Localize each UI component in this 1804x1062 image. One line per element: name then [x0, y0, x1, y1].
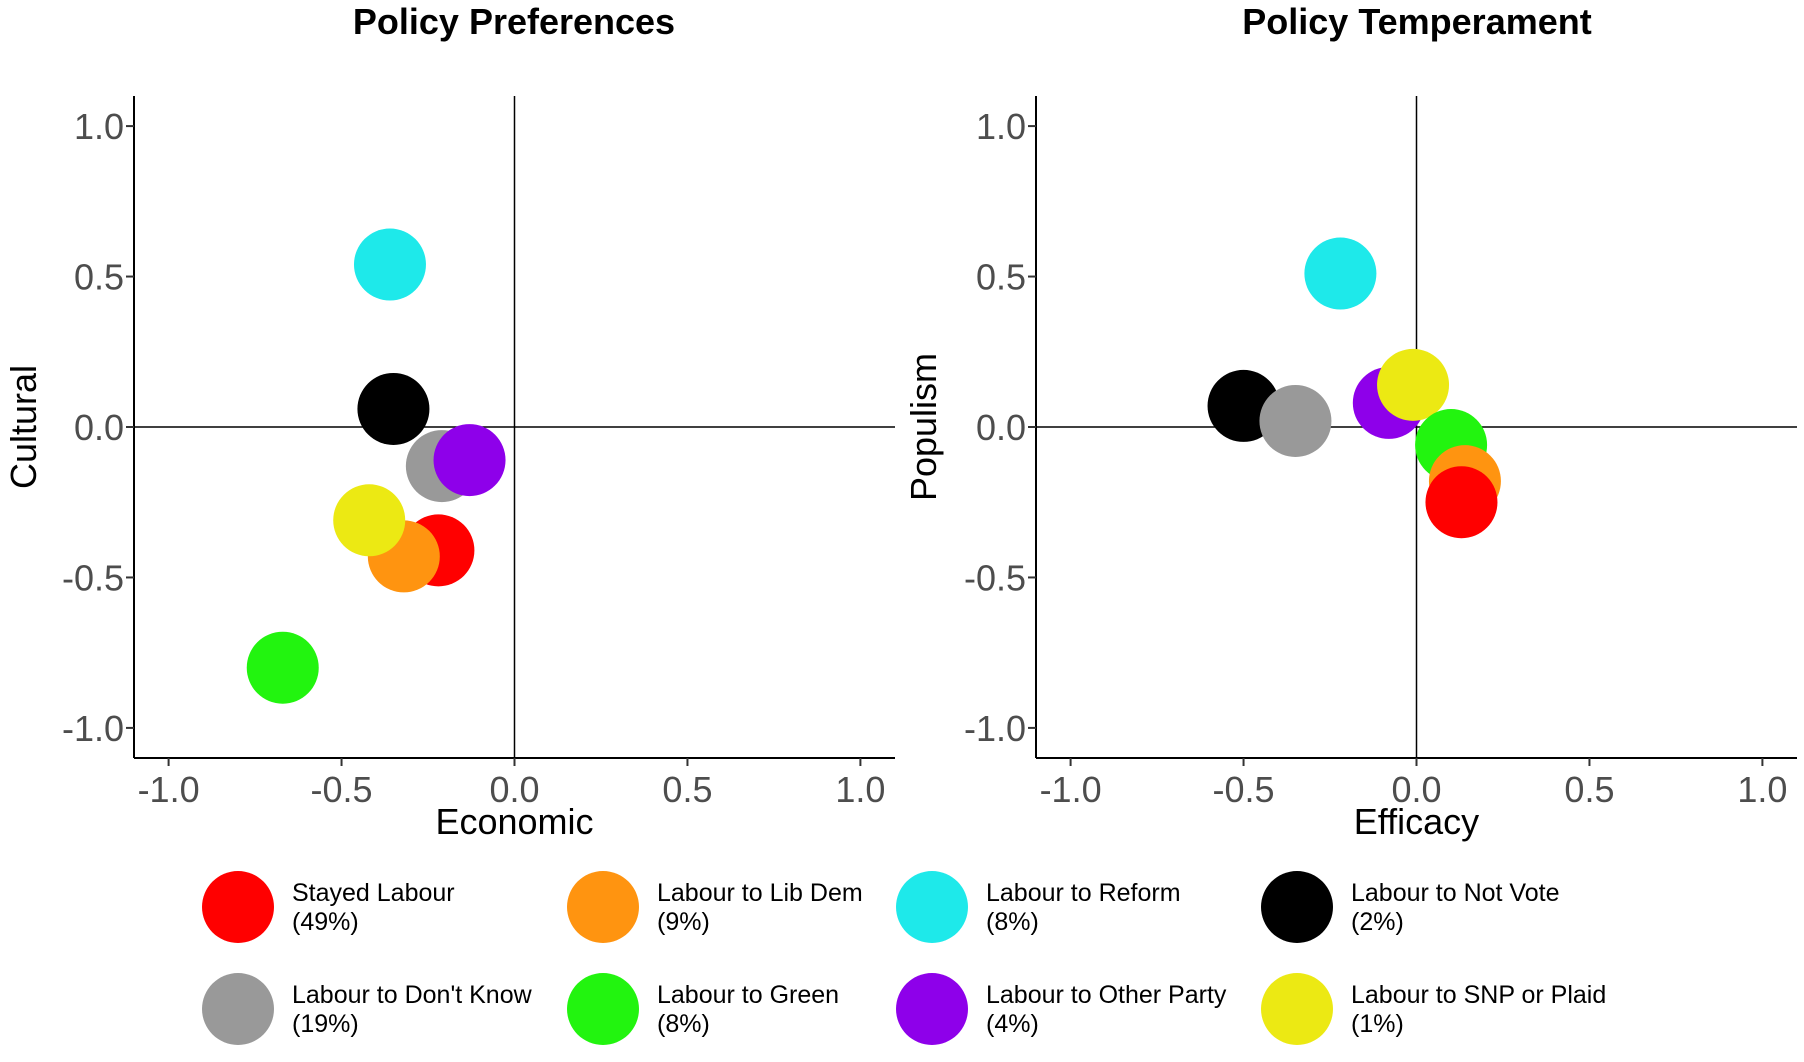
point-labour-to-green [246, 631, 319, 704]
legend-swatch [1261, 871, 1333, 943]
point-labour-to-snp-or-plaid [1377, 348, 1450, 421]
legend-item-labour-to-other-party: Labour to Other Party(4%) [896, 973, 1227, 1045]
y-tick-label: -0.5 [964, 557, 1026, 598]
x-axis-label: Efficacy [1354, 801, 1479, 842]
legend-share: (1%) [1351, 1010, 1404, 1038]
legend-swatch [202, 871, 274, 943]
legend-label: Labour to Not Vote [1351, 879, 1559, 907]
x-tick-label: 1.0 [835, 769, 885, 810]
x-tick-label: -0.5 [1213, 769, 1275, 810]
point-labour-to-reform [353, 228, 426, 301]
x-tick-label: -1.0 [1040, 769, 1102, 810]
legend-label: Labour to Lib Dem [657, 879, 863, 907]
y-tick-label: -1.0 [964, 708, 1026, 749]
x-tick-label: 0.5 [1564, 769, 1614, 810]
legend-share: (4%) [986, 1010, 1039, 1038]
point-labour-to-snp-or-plaid [333, 484, 406, 557]
y-axis-label: Populism [903, 353, 944, 501]
point-labour-to-reform [1304, 237, 1377, 310]
legend-share: (8%) [986, 908, 1039, 936]
chart-panel-policy-temperament: Policy Temperament -1.0 -0.5 0.0 0.5 1.0 1.0 0.… [903, 1, 1797, 842]
point-stayed-labour [1425, 466, 1498, 539]
legend-label: Labour to Reform [986, 879, 1181, 907]
legend-item-stayed-labour: Stayed Labour(49%) [202, 871, 455, 943]
legend-swatch [896, 973, 968, 1045]
x-tick-label: -1.0 [138, 769, 200, 810]
legend-item-labour-to-don-t-know: Labour to Don't Know(19%) [202, 973, 533, 1045]
legend-label: Labour to Green [657, 981, 839, 1009]
legend-share: (49%) [292, 908, 359, 936]
x-tick-label: -0.5 [311, 769, 373, 810]
point-labour-to-don-t-know [1259, 384, 1332, 457]
legend-label: Stayed Labour [292, 879, 455, 907]
legend-item-labour-to-green: Labour to Green(8%) [567, 973, 839, 1045]
legend-share: (2%) [1351, 908, 1404, 936]
chart-title: Policy Temperament [1242, 1, 1591, 42]
chart-title: Policy Preferences [353, 1, 675, 42]
x-tick-label: 0.0 [1391, 769, 1441, 810]
legend-item-labour-to-reform: Labour to Reform(8%) [896, 871, 1181, 943]
legend-swatch [567, 871, 639, 943]
y-tick-label: 1.0 [74, 106, 124, 147]
legend: Stayed Labour(49%)Labour to Lib Dem(9%)L… [202, 871, 1606, 1045]
y-tick-label: 0.5 [976, 257, 1026, 298]
y-tick-label: 0.0 [976, 407, 1026, 448]
y-tick-label: 0.5 [74, 257, 124, 298]
point-labour-to-not-vote [357, 372, 430, 445]
chart-panel-policy-preferences: Policy Preferences -1.0 -0.5 0.0 0.5 1.0 1.0 0.… [3, 1, 895, 842]
legend-label: Labour to Other Party [986, 981, 1227, 1009]
legend-item-labour-to-lib-dem: Labour to Lib Dem(9%) [567, 871, 863, 943]
point-labour-to-other-party [433, 424, 506, 497]
legend-label: Labour to SNP or Plaid [1351, 981, 1606, 1009]
legend-item-labour-to-snp-or-plaid: Labour to SNP or Plaid(1%) [1261, 973, 1606, 1045]
legend-label: Labour to Don't Know [292, 981, 533, 1009]
legend-swatch [202, 973, 274, 1045]
y-tick-label: -0.5 [62, 557, 124, 598]
legend-swatch [1261, 973, 1333, 1045]
legend-share: (19%) [292, 1010, 359, 1038]
legend-item-labour-to-not-vote: Labour to Not Vote(2%) [1261, 871, 1559, 943]
legend-swatch [896, 871, 968, 943]
x-tick-label: 0.5 [662, 769, 712, 810]
legend-share: (9%) [657, 908, 710, 936]
legend-swatch [567, 973, 639, 1045]
y-tick-label: -1.0 [62, 708, 124, 749]
y-tick-label: 1.0 [976, 106, 1026, 147]
x-tick-label: 0.0 [489, 769, 539, 810]
y-tick-label: 0.0 [74, 407, 124, 448]
x-tick-label: 1.0 [1737, 769, 1787, 810]
y-axis-label: Cultural [3, 365, 44, 489]
x-axis-label: Economic [435, 801, 593, 842]
legend-share: (8%) [657, 1010, 710, 1038]
